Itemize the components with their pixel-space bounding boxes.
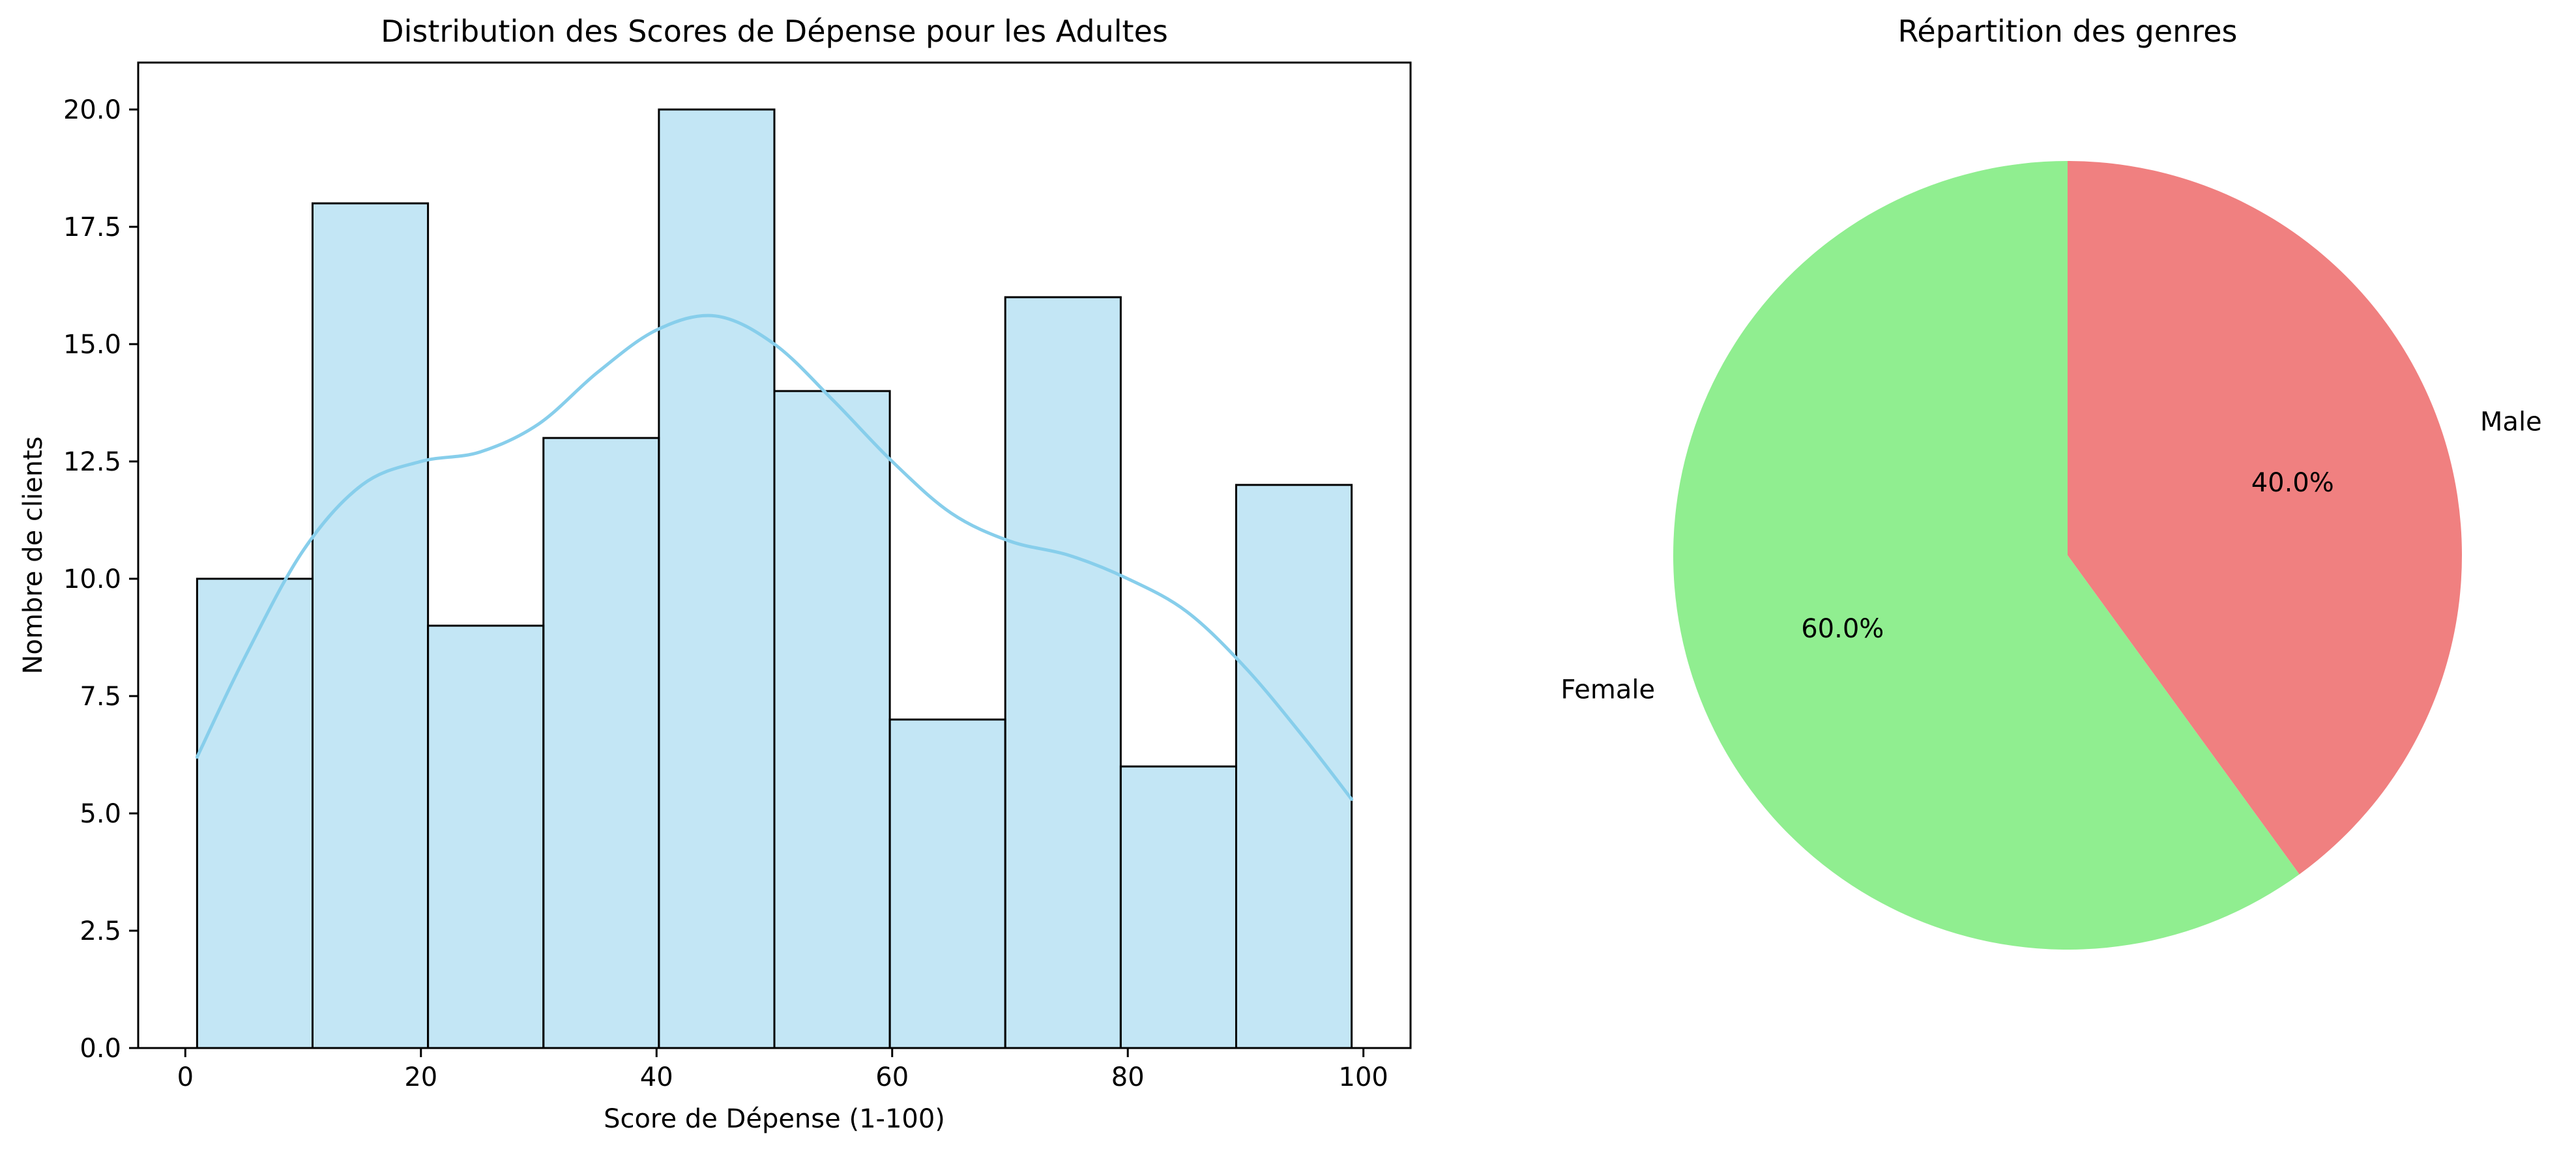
- y-tick-label: 20.0: [63, 95, 121, 125]
- pie-category-label: Male: [2480, 407, 2542, 437]
- histogram-bar: [427, 624, 545, 1049]
- x-tick-label: 40: [640, 1062, 673, 1092]
- x-tick-label: 60: [875, 1062, 909, 1092]
- x-axis-label: Score de Dépense (1-100): [604, 1104, 945, 1134]
- x-tick-label: 100: [1339, 1062, 1388, 1092]
- histogram-bar: [1004, 296, 1122, 1049]
- x-tick-label: 0: [177, 1062, 194, 1092]
- pie-percent-label: 40.0%: [2251, 468, 2334, 498]
- histogram-bar: [773, 390, 891, 1049]
- x-axis-ticks: 0 20 40 60 80 100: [177, 1048, 1388, 1092]
- kde-curve: [195, 313, 1354, 801]
- y-tick-label: 5.0: [80, 799, 121, 829]
- histogram-bar: [658, 108, 776, 1049]
- histogram-bar: [196, 577, 314, 1049]
- histogram-bar: [1235, 484, 1353, 1049]
- x-tick-label: 20: [404, 1062, 437, 1092]
- y-tick-label: 12.5: [63, 447, 121, 477]
- histogram-bar: [542, 437, 660, 1049]
- y-axis-ticks: 0.0 2.5 5.0 7.5 10.0 12.5 15.0 17.5 20.0: [63, 95, 138, 1064]
- y-tick-label: 17.5: [63, 212, 121, 242]
- y-tick-label: 0.0: [80, 1034, 121, 1064]
- pie-percent-label: 60.0%: [1801, 614, 1884, 644]
- x-tick-label: 80: [1111, 1062, 1145, 1092]
- pie-title: Répartition des genres: [1898, 14, 2238, 49]
- pie-slice-male: [2068, 161, 2463, 875]
- histogram-bar: [311, 202, 430, 1049]
- histogram-bar: [1119, 765, 1238, 1049]
- y-tick-label: 15.0: [63, 330, 121, 360]
- pie-category-label: Female: [1560, 675, 1655, 705]
- y-tick-label: 10.0: [63, 564, 121, 594]
- histogram-axes-frame: [137, 61, 1412, 1049]
- pie-chart: Répartition des genres Male 40.0% Female 60…: [1560, 14, 2542, 950]
- histogram-bar: [888, 718, 1006, 1049]
- pie-labels: Male 40.0% Female 60.0%: [1560, 407, 2541, 705]
- pie-slice-female: [1673, 161, 2300, 950]
- histogram-bars: [196, 108, 1353, 1049]
- histogram-chart: Distribution des Scores de Dépense pour …: [18, 14, 1412, 1134]
- pie-slices: [1673, 161, 2463, 950]
- y-axis-label: Nombre de clients: [18, 436, 48, 674]
- y-tick-label: 7.5: [80, 682, 121, 712]
- histogram-title: Distribution des Scores de Dépense pour …: [381, 14, 1168, 49]
- y-tick-label: 2.5: [80, 916, 121, 946]
